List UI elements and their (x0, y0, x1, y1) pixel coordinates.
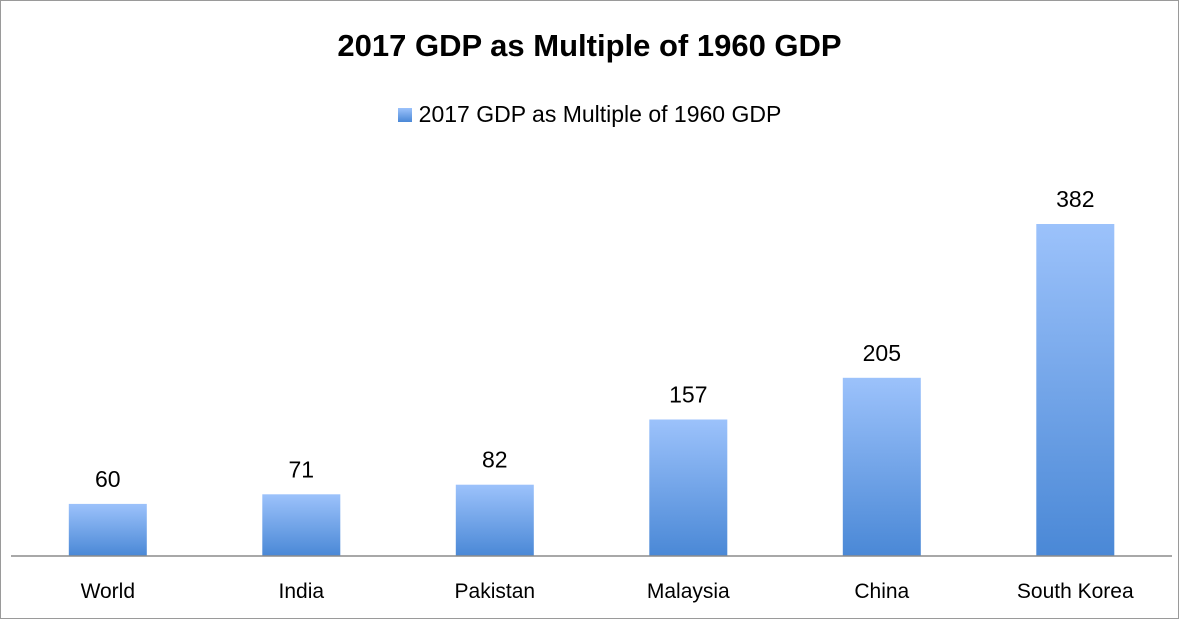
x-tick-label-malaysia: Malaysia (647, 580, 730, 603)
x-tick-label-china: China (854, 580, 909, 603)
bar-pakistan (455, 484, 534, 556)
bar-south-korea (1036, 224, 1115, 556)
bar-china (842, 377, 921, 556)
chart-title: 2017 GDP as Multiple of 1960 GDP (337, 28, 842, 63)
data-label-pakistan: 82 (482, 447, 508, 473)
data-label-china: 205 (863, 340, 901, 366)
x-tick-label-world: World (81, 580, 135, 603)
bar-malaysia (649, 419, 728, 556)
legend-label: 2017 GDP as Multiple of 1960 GDP (418, 101, 782, 127)
x-tick-label-south-korea: South Korea (1017, 580, 1134, 603)
data-label-india: 71 (289, 456, 315, 482)
data-label-world: 60 (95, 466, 121, 492)
data-label-malaysia: 157 (669, 382, 707, 408)
bar-india (262, 494, 341, 556)
legend: 2017 GDP as Multiple of 1960 GDP (0, 101, 1179, 128)
bar-world (68, 503, 147, 556)
x-tick-label-pakistan: Pakistan (455, 580, 536, 603)
data-label-south-korea: 382 (1056, 186, 1094, 212)
x-tick-label-india: India (279, 580, 325, 603)
legend-swatch (397, 107, 412, 122)
